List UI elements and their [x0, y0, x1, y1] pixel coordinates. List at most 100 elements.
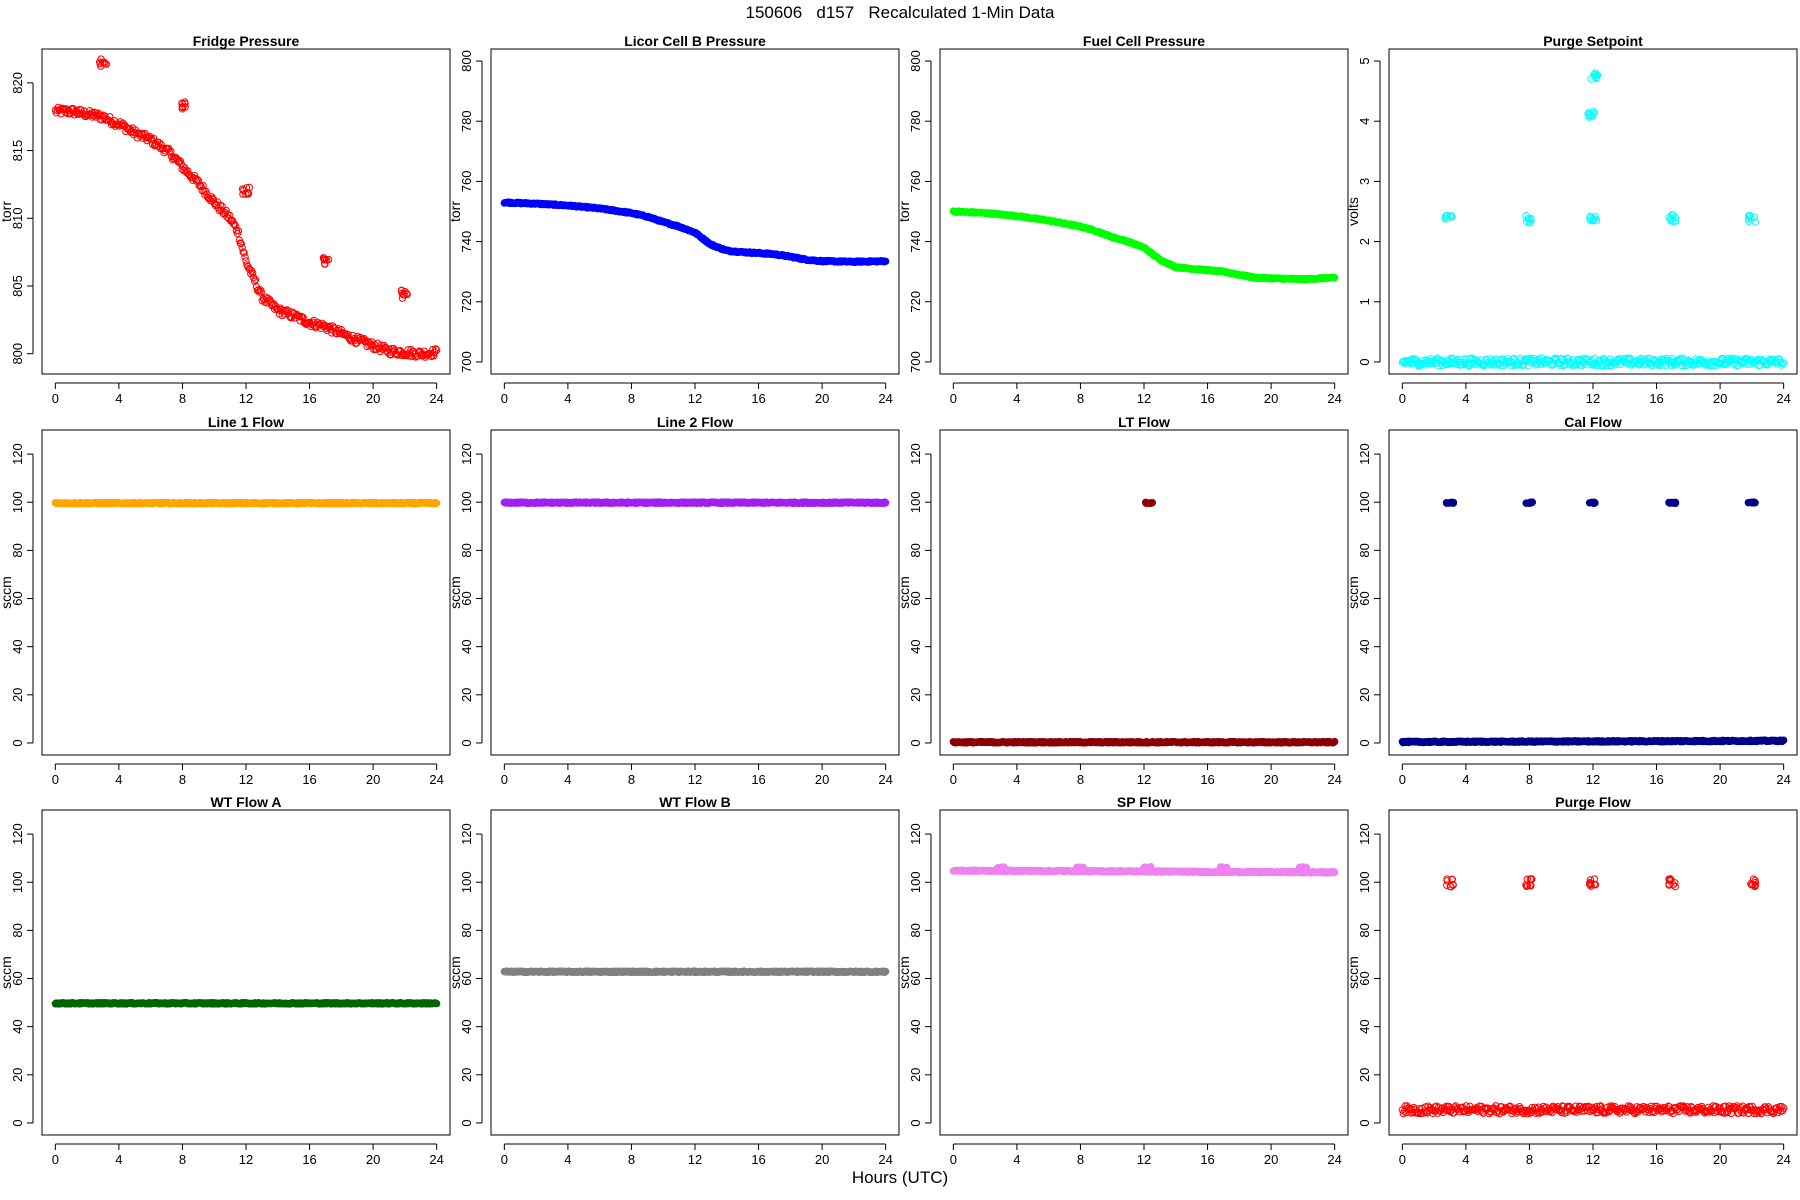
data-points — [500, 198, 890, 267]
y-tick-label: 80 — [1357, 543, 1372, 557]
data-point — [236, 239, 244, 247]
data-point — [344, 330, 352, 339]
x-tick-label: 16 — [751, 391, 765, 406]
x-tick-label: 20 — [815, 1152, 829, 1167]
data-point — [1330, 737, 1339, 746]
y-tick-label: 800 — [10, 343, 25, 365]
data-point — [1744, 498, 1753, 507]
data-point — [224, 210, 232, 218]
panel-title: Fridge Pressure — [193, 33, 300, 49]
data-point — [194, 177, 203, 185]
y-tick-label: 80 — [459, 543, 474, 557]
y-tick-label: 20 — [459, 688, 474, 702]
data-point — [251, 276, 260, 284]
x-tick-label: 20 — [366, 391, 380, 406]
x-tick-label: 24 — [429, 772, 443, 787]
y-tick-label: 760 — [908, 171, 923, 193]
data-point — [1653, 361, 1661, 369]
data-point — [1411, 355, 1420, 364]
panel-title: Licor Cell B Pressure — [624, 33, 766, 49]
panel-title: Fuel Cell Pressure — [1083, 33, 1205, 49]
data-point — [234, 227, 243, 235]
x-tick-label: 16 — [1649, 391, 1663, 406]
data-point — [1672, 217, 1680, 225]
y-tick-label: 100 — [459, 871, 474, 893]
data-point — [166, 148, 174, 157]
x-tick-label: 24 — [1776, 391, 1790, 406]
y-tick-label: 80 — [908, 543, 923, 557]
x-tick-label: 12 — [688, 391, 702, 406]
x-tick-label: 16 — [1200, 772, 1214, 787]
x-tick-label: 24 — [429, 1152, 443, 1167]
data-point — [95, 58, 104, 66]
x-tick-label: 0 — [52, 1152, 59, 1167]
data-point — [159, 145, 167, 153]
x-tick-label: 0 — [501, 772, 508, 787]
plot-frame — [1388, 429, 1798, 756]
y-tick-label: 100 — [10, 871, 25, 893]
data-points — [1398, 69, 1788, 370]
y-axis-label: sccm — [0, 576, 14, 609]
x-tick-label: 12 — [1586, 391, 1600, 406]
data-point — [1779, 359, 1787, 368]
data-points — [500, 498, 890, 508]
x-tick-label: 4 — [115, 772, 122, 787]
x-tick-label: 12 — [239, 391, 253, 406]
y-tick-label: 40 — [10, 1019, 25, 1033]
y-tick-label: 0 — [908, 739, 923, 746]
data-point — [1669, 211, 1677, 219]
x-tick-label: 0 — [950, 391, 957, 406]
y-tick-label: 120 — [459, 823, 474, 845]
plot-frame — [41, 48, 451, 375]
data-point — [349, 331, 357, 340]
x-tick-label: 16 — [751, 1152, 765, 1167]
x-tick-label: 8 — [628, 1152, 635, 1167]
x-tick-label: 8 — [628, 391, 635, 406]
y-axis-label: sccm — [447, 576, 463, 609]
data-point — [1585, 109, 1593, 117]
y-axis-label: volts — [1345, 197, 1361, 226]
x-tick-label: 4 — [564, 1152, 571, 1167]
data-point — [60, 105, 68, 113]
data-point — [257, 287, 265, 296]
y-tick-label: 120 — [10, 443, 25, 465]
y-axis-label: torr — [447, 201, 463, 222]
plot-frame — [41, 809, 451, 1136]
x-tick-label: 4 — [115, 391, 122, 406]
data-point — [432, 499, 441, 507]
data-point — [306, 318, 314, 327]
data-point — [431, 348, 439, 357]
x-tick-label: 12 — [1586, 772, 1600, 787]
y-tick-label: 20 — [1357, 688, 1372, 702]
data-point — [196, 181, 204, 190]
plot-frame — [939, 48, 1349, 375]
panel-title: Line 2 Flow — [657, 414, 733, 430]
data-point — [250, 277, 259, 286]
x-tick-label: 20 — [366, 1152, 380, 1167]
data-point — [1745, 212, 1753, 220]
data-point — [237, 240, 245, 248]
x-tick-label: 24 — [1776, 772, 1790, 787]
data-point — [1656, 361, 1664, 370]
y-tick-label: 100 — [1357, 491, 1372, 513]
plot-frame — [490, 429, 900, 756]
data-point — [1592, 216, 1601, 225]
data-point — [1668, 354, 1676, 363]
data-point — [1432, 355, 1440, 364]
data-point — [432, 345, 440, 353]
y-axis-label: sccm — [896, 576, 912, 609]
data-point — [239, 190, 247, 198]
data-point — [397, 351, 406, 360]
y-tick-label: 700 — [908, 351, 923, 373]
data-point — [238, 185, 247, 193]
x-tick-label: 4 — [1462, 772, 1469, 787]
y-tick-label: 40 — [1357, 639, 1372, 653]
x-tick-label: 0 — [950, 772, 957, 787]
data-point — [285, 307, 293, 315]
data-point — [175, 158, 183, 166]
y-tick-label: 800 — [459, 50, 474, 72]
